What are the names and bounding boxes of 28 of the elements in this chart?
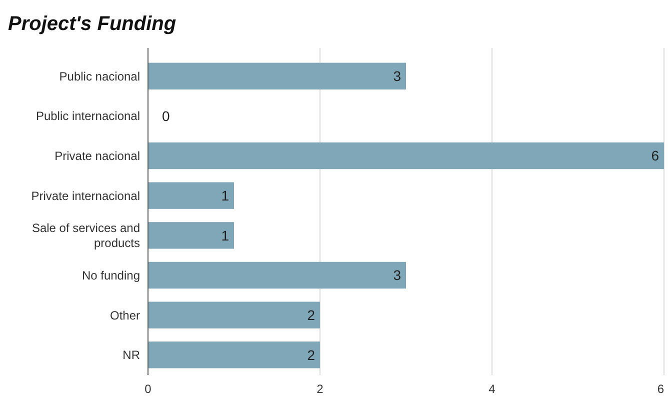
y-tick-label: Sale of services and products [32,221,140,250]
y-tick-label: Private nacional [54,148,140,163]
y-tick-label: Public internacional [36,109,140,124]
data-label: 1 [221,187,230,204]
data-label: 3 [393,68,402,84]
x-tick-label: 0 [144,382,152,396]
data-label: 3 [393,267,402,284]
bar [148,342,320,368]
data-label: 2 [307,306,316,323]
data-label: 2 [307,346,316,363]
bar [148,302,320,328]
data-label: 1 [221,227,230,244]
bar [148,182,234,209]
y-tick-label: Private internacional [31,188,140,203]
y-tick-label: Public nacional [59,69,140,84]
x-tick-label: 4 [488,382,496,396]
bar [148,142,664,170]
x-tick-label: 6 [657,382,664,396]
bar [148,222,234,249]
x-tick-label: 2 [316,382,324,396]
data-label: 6 [651,148,660,164]
data-label: 0 [162,108,170,124]
chart-title: Project's Funding [8,13,176,35]
y-tick-label: NR [122,348,140,362]
y-tick-label: Other [110,308,140,322]
bar [148,262,406,289]
y-tick-label: No funding [82,268,140,282]
bar [148,62,406,90]
